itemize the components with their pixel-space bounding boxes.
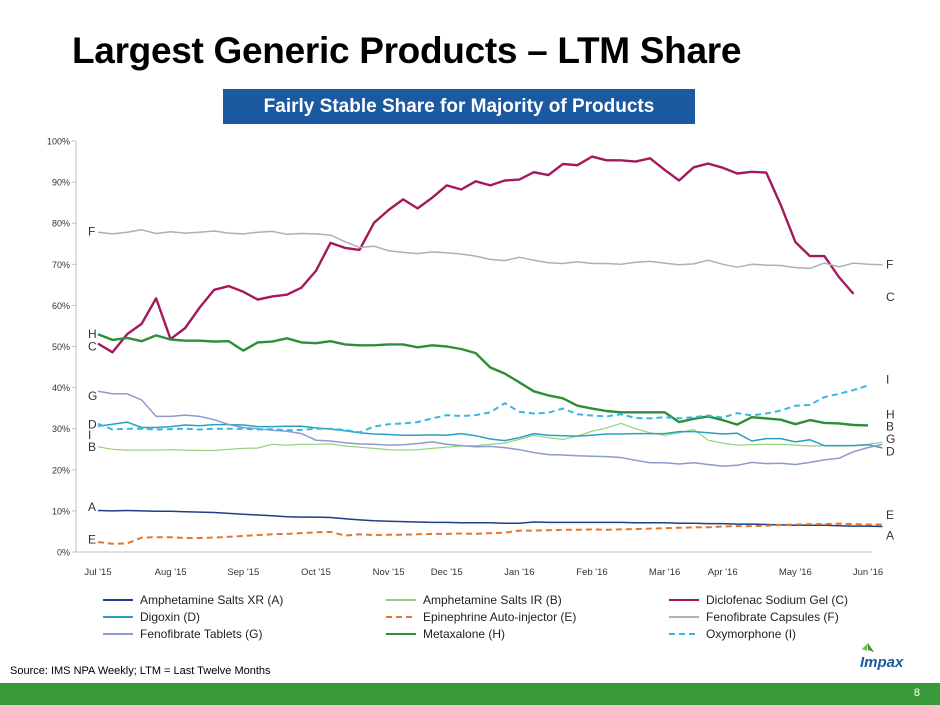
y-tick-label: 50%	[52, 342, 70, 352]
legend-label: Diclofenac Sodium Gel (C)	[706, 593, 848, 607]
chart-legend: Amphetamine Salts XR (A) Amphetamine Salt…	[103, 593, 848, 641]
x-tick-label: Jan '16	[504, 567, 534, 578]
y-tick-label: 90%	[52, 178, 70, 188]
series-layer	[97, 155, 883, 545]
source-note: Source: IMS NPA Weekly; LTM = Last Twelv…	[10, 665, 271, 677]
legend-label: Digoxin (D)	[140, 610, 200, 624]
x-tick-label: Jul '15	[84, 567, 111, 578]
left-series-label: H	[88, 327, 97, 341]
series-line-g	[97, 390, 883, 467]
subtitle-banner: Fairly Stable Share for Majority of Prod…	[223, 89, 695, 124]
right-series-label: B	[886, 420, 894, 434]
left-series-label: E	[88, 533, 96, 547]
series-line-b	[97, 422, 883, 452]
x-tick-label: Apr '16	[708, 567, 738, 578]
y-tick-label: 80%	[52, 219, 70, 229]
right-series-label: A	[886, 529, 894, 543]
x-tick-label: Oct '15	[301, 567, 331, 578]
x-tick-label: Feb '16	[576, 567, 607, 578]
series-line-a	[97, 509, 883, 528]
right-series-label: G	[886, 432, 895, 446]
x-tick-label: Aug '15	[155, 567, 187, 578]
legend-label: Epinephrine Auto-injector (E)	[423, 610, 576, 624]
right-series-label: H	[886, 407, 895, 421]
logo-text: Impax	[860, 654, 904, 671]
right-series-label: E	[886, 508, 894, 522]
legend-label: Oxymorphone (I)	[706, 627, 796, 641]
left-series-label: C	[88, 340, 97, 354]
left-series-label: G	[88, 389, 97, 403]
series-line-h	[97, 333, 869, 427]
x-tick-label: Jun '16	[853, 567, 883, 578]
left-series-label: I	[88, 428, 91, 442]
x-tick-label: Sep '15	[227, 567, 259, 578]
y-axis: 0% 10% 20% 30% 40% 50% 60% 70% 80% 90% 100%	[47, 137, 77, 558]
legend-label: Fenofibrate Capsules (F)	[706, 610, 839, 624]
y-tick-label: 30%	[52, 424, 70, 434]
y-tick-label: 40%	[52, 383, 70, 393]
legend-label: Amphetamine Salts XR (A)	[140, 593, 283, 607]
left-series-label: F	[88, 224, 95, 238]
line-chart: 0% 10% 20% 30% 40% 50% 60% 70% 80% 90% 100% Jul '1…	[47, 137, 895, 642]
x-tick-label: Dec '15	[431, 567, 463, 578]
x-axis: Jul '15 Aug '15 Sep '15 Oct '15 Nov '15 Dec '…	[76, 551, 883, 578]
series-line-i	[97, 384, 869, 434]
left-series-label: B	[88, 440, 96, 454]
legend-label: Amphetamine Salts IR (B)	[423, 593, 562, 607]
right-series-label: F	[886, 257, 893, 271]
x-tick-label: Mar '16	[649, 567, 680, 578]
left-series-label: A	[88, 500, 96, 514]
y-tick-label: 0%	[57, 548, 70, 558]
y-tick-label: 10%	[52, 506, 70, 516]
company-logo: Impax	[860, 643, 904, 671]
x-tick-label: May '16	[779, 567, 812, 578]
series-line-e	[97, 522, 883, 545]
series-line-f	[97, 229, 883, 270]
legend-label: Metaxalone (H)	[423, 627, 505, 641]
series-line-c	[97, 155, 855, 354]
right-series-label: C	[886, 290, 895, 304]
x-tick-label: Nov '15	[373, 567, 405, 578]
page-title: Largest Generic Products – LTM Share	[72, 30, 742, 71]
legend-label: Fenofibrate Tablets (G)	[140, 627, 263, 641]
y-tick-label: 60%	[52, 301, 70, 311]
y-tick-label: 20%	[52, 465, 70, 475]
right-series-label: D	[886, 444, 895, 458]
footer-bar: 8	[0, 683, 940, 705]
y-tick-label: 70%	[52, 260, 70, 270]
y-tick-label: 100%	[47, 137, 70, 147]
page-number: 8	[913, 687, 920, 699]
left-series-label: D	[88, 418, 97, 432]
right-series-label: I	[886, 372, 889, 386]
